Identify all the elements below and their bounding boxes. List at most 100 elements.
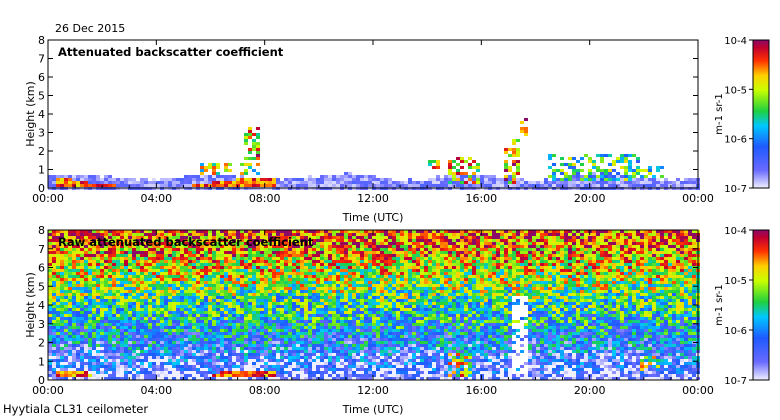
heatmap-cell xyxy=(308,293,312,296)
heatmap-cell xyxy=(128,302,132,305)
heatmap-cell xyxy=(64,260,68,263)
heatmap-cell xyxy=(52,296,56,299)
heatmap-cell xyxy=(216,314,220,317)
heatmap-cell xyxy=(52,320,56,323)
heatmap-cell xyxy=(284,326,288,329)
heatmap-cell xyxy=(492,178,496,181)
heatmap-cell xyxy=(288,242,292,245)
heatmap-cell xyxy=(176,311,180,314)
heatmap-cell xyxy=(252,263,256,266)
heatmap-cell xyxy=(56,368,60,371)
heatmap-cell xyxy=(300,341,304,344)
heatmap-cell xyxy=(160,368,164,371)
heatmap-cell xyxy=(248,130,252,133)
heatmap-cell xyxy=(164,245,168,248)
heatmap-cell xyxy=(284,350,288,353)
heatmap-cell xyxy=(292,368,296,371)
heatmap-cell xyxy=(168,233,172,236)
heatmap-cell xyxy=(600,175,604,178)
heatmap-cell xyxy=(76,299,80,302)
heatmap-cell xyxy=(136,266,140,269)
heatmap-cell xyxy=(232,335,236,338)
heatmap-cell xyxy=(204,248,208,251)
heatmap-cell xyxy=(228,239,232,242)
heatmap-cell xyxy=(280,181,284,184)
heatmap-cell xyxy=(76,359,80,362)
heatmap-cell xyxy=(324,239,328,242)
heatmap-cell xyxy=(204,272,208,275)
heatmap-cell xyxy=(328,254,332,257)
heatmap-cell xyxy=(256,127,260,130)
heatmap-cell xyxy=(268,335,272,338)
heatmap-cell xyxy=(160,371,164,374)
heatmap-cell xyxy=(564,184,568,187)
heatmap-cell xyxy=(212,233,216,236)
heatmap-cell xyxy=(324,308,328,311)
heatmap-cell xyxy=(160,374,164,377)
heatmap-cell xyxy=(184,329,188,332)
heatmap-cell xyxy=(144,320,148,323)
heatmap-cell xyxy=(308,184,312,187)
heatmap-cell xyxy=(72,290,76,293)
heatmap-cell xyxy=(352,293,356,296)
heatmap-cell xyxy=(88,178,92,181)
heatmap-cell xyxy=(504,181,508,184)
heatmap-cell xyxy=(236,320,240,323)
heatmap-cell xyxy=(324,356,328,359)
heatmap-cell xyxy=(52,347,56,350)
heatmap-cell xyxy=(52,245,56,248)
heatmap-cell xyxy=(288,356,292,359)
heatmap-cell xyxy=(264,257,268,260)
heatmap-cell xyxy=(300,257,304,260)
heatmap-cell xyxy=(504,178,508,181)
heatmap-cell xyxy=(320,293,324,296)
heatmap-cell xyxy=(144,350,148,353)
heatmap-cell xyxy=(224,178,228,181)
heatmap-cell xyxy=(232,178,236,181)
heatmap-cell xyxy=(332,305,336,308)
heatmap-cell xyxy=(152,248,156,251)
heatmap-cell xyxy=(300,317,304,320)
heatmap-cell xyxy=(192,290,196,293)
heatmap-cell xyxy=(232,371,236,374)
heatmap-cell xyxy=(60,257,64,260)
heatmap-cell xyxy=(232,181,236,184)
heatmap-cell xyxy=(160,251,164,254)
heatmap-cell xyxy=(212,293,216,296)
heatmap-cell xyxy=(332,239,336,242)
heatmap-cell xyxy=(52,368,56,371)
heatmap-cell xyxy=(96,284,100,287)
heatmap-cell xyxy=(192,368,196,371)
heatmap-cell xyxy=(212,269,216,272)
heatmap-cell xyxy=(48,356,52,359)
heatmap-cell xyxy=(56,233,60,236)
heatmap-cell xyxy=(96,326,100,329)
heatmap-cell xyxy=(136,317,140,320)
heatmap-cell xyxy=(196,350,200,353)
heatmap-cell xyxy=(360,175,364,178)
heatmap-cell xyxy=(180,341,184,344)
heatmap-cell xyxy=(232,308,236,311)
heatmap-cell xyxy=(112,181,116,184)
heatmap-cell xyxy=(120,230,124,233)
heatmap-cell xyxy=(324,305,328,308)
heatmap-cell xyxy=(84,314,88,317)
y-tick-label: 0 xyxy=(38,182,45,195)
heatmap-cell xyxy=(268,242,272,245)
heatmap-cell xyxy=(144,269,148,272)
heatmap-cell xyxy=(308,341,312,344)
heatmap-cell xyxy=(312,320,316,323)
heatmap-cell xyxy=(240,272,244,275)
heatmap-cell xyxy=(124,178,128,181)
heatmap-cell xyxy=(272,239,276,242)
heatmap-cell xyxy=(140,251,144,254)
heatmap-cell xyxy=(208,332,212,335)
heatmap-cell xyxy=(240,341,244,344)
heatmap-cell xyxy=(284,296,288,299)
heatmap-cell xyxy=(236,329,240,332)
heatmap-cell xyxy=(212,248,216,251)
heatmap-cell xyxy=(116,284,120,287)
heatmap-cell xyxy=(108,365,112,368)
heatmap-cell xyxy=(468,163,472,166)
heatmap-cell xyxy=(272,269,276,272)
